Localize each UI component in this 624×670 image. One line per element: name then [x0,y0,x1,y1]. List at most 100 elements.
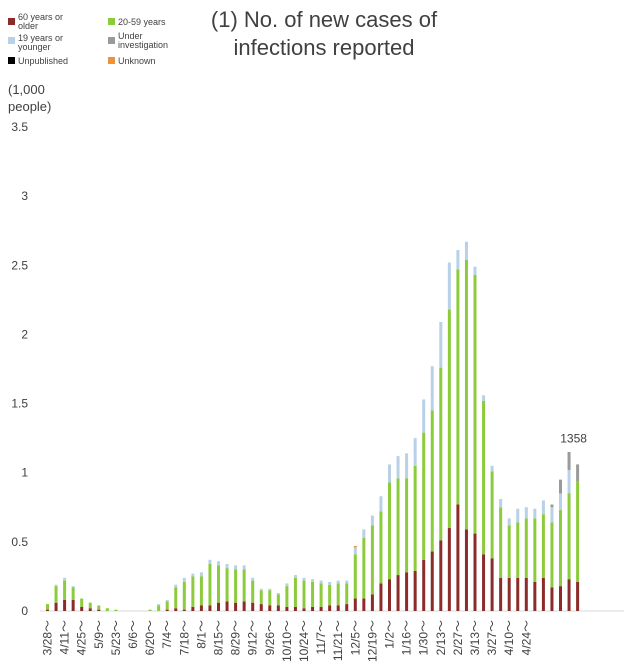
bar-segment-mid [199,576,203,606]
bar-segment-investigation [567,451,571,470]
bar-segment-young [413,438,417,466]
bar-segment-older [524,577,528,611]
bar-segment-mid [533,518,537,582]
bar-segment-mid [217,565,220,603]
bar-segment-mid [336,583,340,606]
bar-segment-older [165,609,169,611]
bar-segment-young [165,599,169,602]
bar-segment-young [174,584,178,588]
bar-segment-mid [550,522,554,588]
legend-swatch-young [8,37,15,44]
bar-segment-mid [174,587,178,609]
bar-segment-young [541,500,545,515]
bar-segment-older [439,540,443,611]
x-tick-label: 4/10～ [502,620,516,655]
bar-segment-older [456,504,460,611]
bar-segment-older [576,581,580,611]
x-tick-label: 12/19～ [365,620,379,662]
bar-segment-mid [490,471,494,559]
bar-segment-mid [165,601,169,610]
x-tick-label: 1/30～ [417,620,431,655]
legend-item-older: 60 years or older [8,12,63,31]
y-axis-ticks: 0 0.5 1 1.5 2 2.5 3 3.5 [11,120,28,618]
bar-segment-mid [311,581,315,607]
bar-segment-young [345,580,349,584]
bar-segment-young [405,453,409,479]
bar-segment-young [516,508,520,523]
bar-segment-young [336,580,340,584]
bar-segment-older [413,570,417,611]
bar-segment-young [396,456,400,479]
x-tick-label: 9/26～ [263,620,277,655]
legend-label-young-1: 19 years or [18,33,63,43]
bar-segment-mid [54,586,58,603]
bar-segment-mid [105,608,109,611]
bar-segment-older [362,598,366,611]
bar-segment-older [499,577,503,611]
bar-segment-older [293,606,297,611]
bar-segment-young [388,464,391,483]
x-tick-label: 8/29～ [229,620,243,655]
bar-segment-mid [97,605,101,610]
bar-segment-older [217,602,220,611]
bar-segment-young [328,581,332,585]
x-axis-ticks: 3/28～ 4/11～ 4/25～ 5/9～ 5/23～ 6/6～ 6/20～ 7/4～ 7/1… [41,620,534,662]
bar-segment-young [319,580,323,584]
bar-segment-investigation [559,479,562,494]
bar-segment-older [208,605,212,611]
x-tick-label: 3/27～ [485,620,499,655]
bar-segment-mid [319,583,323,607]
bar-segment-mid [430,410,434,552]
x-tick-label: 4/11～ [58,620,72,654]
bar-segment-investigation [576,464,580,482]
bar-segment-young [490,465,494,472]
bar-segment-unknown [353,546,357,548]
bar-segment-mid [234,569,238,603]
x-tick-label: 12/5～ [348,620,362,655]
bar-segment-older [191,606,195,611]
bar-segment-older [370,594,374,611]
bar-segment-young [507,518,511,526]
bar-segment-mid [576,481,580,582]
x-tick-label: 1/2～ [383,620,397,649]
legend-label-mid: 20-59 years [118,17,166,27]
bar-segment-young [353,547,357,555]
bar-segment-young [234,565,238,570]
bar-segment-older [302,608,306,611]
bar-segment-young [482,395,486,401]
bar-segment-older [328,605,332,611]
bar-segment-mid [208,563,212,606]
x-tick-label: 10/24～ [297,620,311,662]
x-tick-label: 5/23～ [109,620,123,655]
bar-segment-young [533,508,537,519]
bar-segment-young [182,577,186,582]
legend-label-unknown: Unknown [118,56,156,66]
bar-segment-mid [242,569,246,602]
x-tick-label: 7/4～ [160,620,174,649]
bar-segment-mid [251,580,255,603]
bar-segment-mid [464,259,468,530]
bar-segment-mid [405,478,409,573]
bar-segment-older [482,554,486,611]
bar-segment-mid [541,514,545,578]
bar-segment-older [268,605,272,611]
bar-segment-mid [345,583,349,605]
bar-segment-mid [302,580,306,609]
bar-segment-mid [447,309,451,529]
bar-segment-mid [268,590,272,606]
bar-segment-young [456,250,460,270]
bar-segment-older [430,551,434,611]
bar-segment-older [379,583,383,611]
legend-swatch-investigation [108,37,115,44]
bar-segment-young [199,572,203,577]
bar-segment-older [174,608,178,611]
bar-segment-young [71,586,75,588]
bar-segment-older [516,577,520,611]
bar-segment-investigation [550,504,554,508]
bar-segment-older [46,609,49,611]
legend-swatch-unpublished [8,57,15,64]
bar-segment-young [499,498,503,508]
legend-label-unpublished: Unpublished [18,56,68,66]
bar-segment-older [541,577,545,611]
